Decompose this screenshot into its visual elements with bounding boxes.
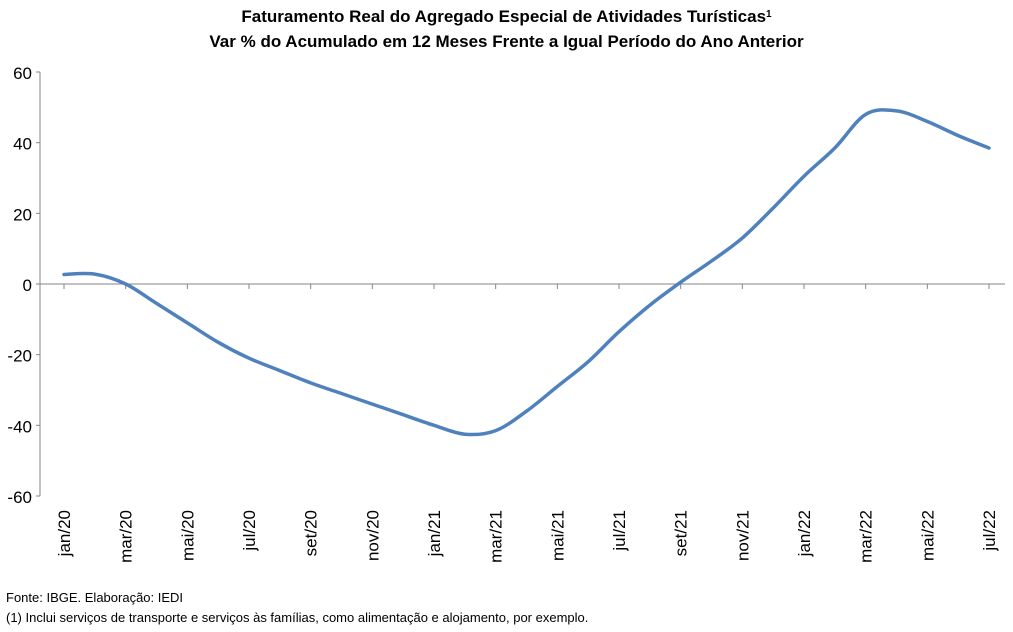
line-chart: -60 -40 -20 0 20 40 60 jan/20 mar/20 mai/20 jul/2…	[7, 64, 1005, 563]
x-tick-label: mai/22	[918, 510, 937, 561]
data-point-fev/21	[463, 433, 466, 436]
data-point-mai/20	[186, 321, 189, 324]
x-tick-label: jan/22	[795, 510, 814, 557]
data-point-jan/22	[803, 175, 806, 178]
y-tick-label: -20	[7, 347, 32, 366]
y-tick-label: 60	[13, 64, 32, 83]
x-tick-label: mar/21	[487, 510, 506, 563]
y-axis: -60 -40 -20 0 20 40 60	[7, 64, 41, 507]
x-tick-label: jul/22	[980, 510, 999, 552]
data-point-ago/21	[648, 304, 651, 307]
x-axis: jan/20 mar/20 mai/20 jul/20 set/20 nov/20 jan/…	[40, 283, 1005, 563]
data-point-out/20	[340, 392, 343, 395]
data-point-dez/21	[772, 207, 775, 210]
x-tick-label: nov/21	[733, 510, 752, 561]
data-point-fev/22	[833, 146, 836, 149]
data-point-out/21	[710, 260, 713, 263]
data-point-jun/21	[587, 360, 590, 363]
chart-title-line1: Faturamento Real do Agregado Especial de…	[0, 6, 1013, 28]
y-tick-label: -40	[7, 417, 32, 436]
x-tick-label: set/21	[672, 510, 691, 556]
data-point-abr/22	[895, 109, 898, 112]
data-point-jan/21	[433, 424, 436, 427]
data-point-ago/20	[278, 369, 281, 372]
x-tick-label: jul/20	[240, 510, 259, 552]
data-point-jun/22	[957, 134, 960, 137]
data-point-fev/20	[93, 273, 96, 276]
data-point-nov/20	[371, 403, 374, 406]
data-point-jul/21	[618, 330, 621, 333]
y-tick-label: 40	[13, 135, 32, 154]
x-tick-label: mar/22	[857, 510, 876, 563]
footnote: (1) Inclui serviços de transporte e serv…	[6, 610, 589, 625]
data-point-jan/20	[63, 273, 66, 276]
x-tick-label: set/20	[302, 510, 321, 556]
x-tick-label: jan/20	[55, 510, 74, 557]
data-point-nov/21	[741, 237, 744, 240]
data-point-dez/20	[402, 413, 405, 416]
data-point-mar/21	[494, 429, 497, 432]
chart-title-text: Faturamento Real do Agregado Especial de…	[241, 7, 767, 26]
chart-title-line2: Var % do Acumulado em 12 Meses Frente a …	[209, 32, 804, 51]
data-point-set/20	[309, 381, 312, 384]
x-tick-label: mai/21	[548, 510, 567, 561]
series-line	[62, 108, 991, 437]
data-point-mar/20	[124, 283, 127, 286]
y-tick-label: 20	[13, 205, 32, 224]
data-point-jun/20	[217, 341, 220, 344]
data-point-mai/22	[926, 120, 929, 123]
data-point-jul/22	[988, 146, 991, 149]
y-tick-label: -60	[7, 488, 32, 507]
data-point-jul/20	[248, 357, 251, 360]
x-tick-label: mai/20	[178, 510, 197, 561]
x-tick-label: jan/21	[425, 510, 444, 557]
x-tick-label: mar/20	[117, 510, 136, 563]
data-point-set/21	[679, 281, 682, 284]
data-point-abr/20	[155, 302, 158, 305]
y-tick-label: 0	[23, 276, 32, 295]
source-note: Fonte: IBGE. Elaboração: IEDI	[6, 590, 184, 605]
data-point-mar/22	[864, 113, 867, 116]
data-point-abr/21	[525, 410, 528, 413]
data-point-mai/21	[556, 385, 559, 388]
chart-title-superscript: 1	[766, 9, 772, 20]
x-tick-label: nov/20	[363, 510, 382, 561]
x-tick-label: jul/21	[610, 510, 629, 552]
series-group	[62, 108, 991, 437]
